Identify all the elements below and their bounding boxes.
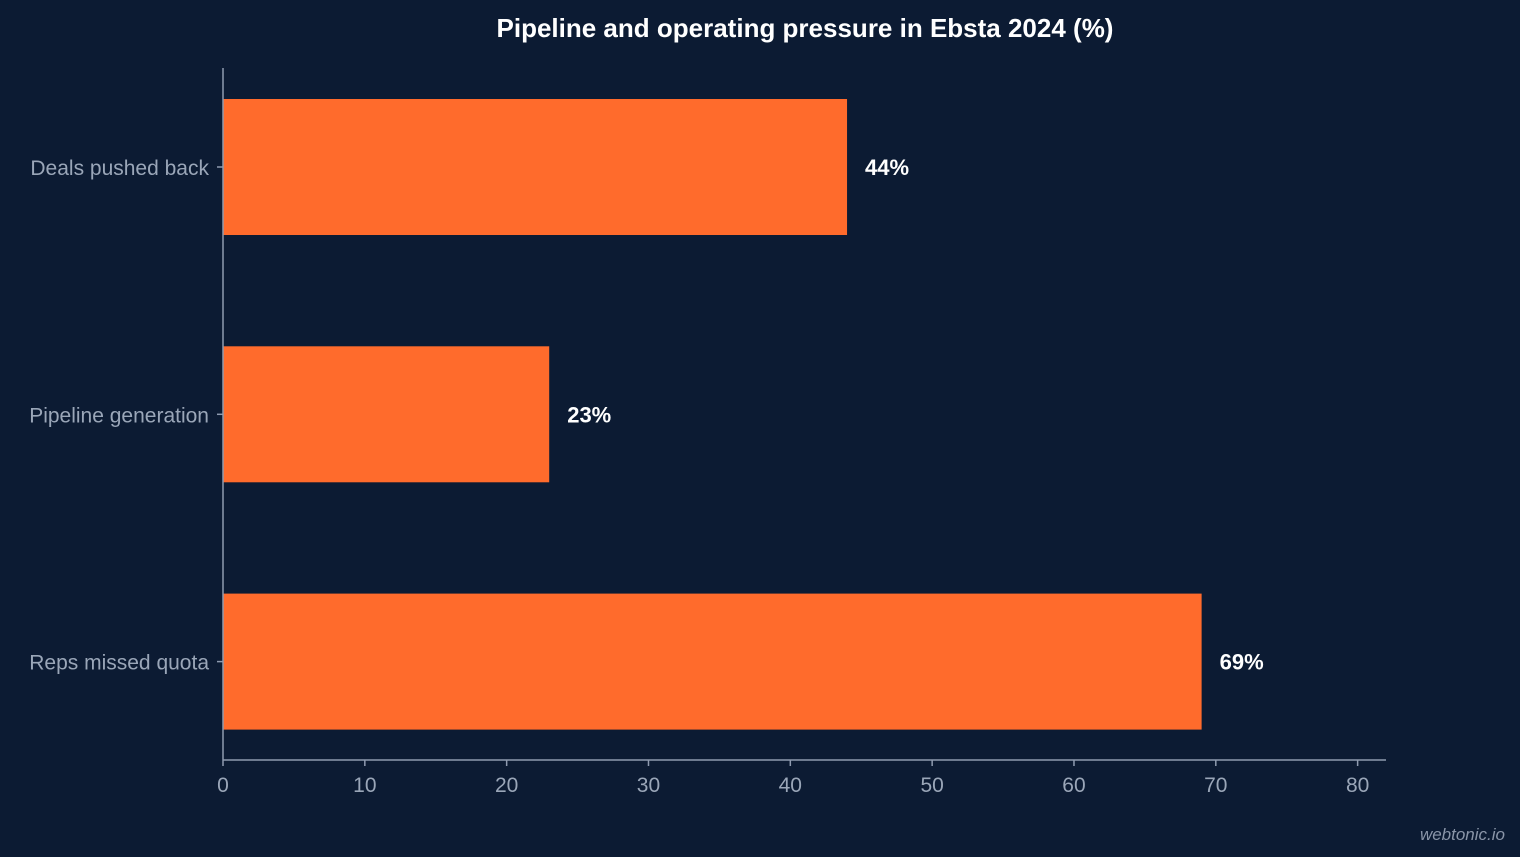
watermark: webtonic.io bbox=[1420, 825, 1505, 844]
x-tick-label: 10 bbox=[353, 774, 376, 797]
x-axis-ticks: 0 10 20 30 40 50 60 70 80 bbox=[217, 760, 1369, 797]
category-label: Deals pushed back bbox=[30, 157, 209, 180]
category-label: Pipeline generation bbox=[29, 404, 209, 427]
data-label: 44% bbox=[865, 155, 909, 180]
data-label: 23% bbox=[567, 402, 611, 427]
bar-2 bbox=[223, 346, 550, 483]
x-tick-label: 0 bbox=[217, 774, 229, 797]
x-tick-label: 70 bbox=[1204, 774, 1227, 797]
chart-title: Pipeline and operating pressure in Ebsta… bbox=[497, 13, 1114, 43]
x-tick-label: 80 bbox=[1346, 774, 1369, 797]
x-tick-label: 20 bbox=[495, 774, 518, 797]
bars-group bbox=[223, 99, 1202, 730]
x-tick-label: 50 bbox=[920, 774, 943, 797]
y-axis-ticks bbox=[217, 166, 223, 663]
bar-1 bbox=[223, 99, 848, 235]
data-labels: 44% 23% 69% bbox=[567, 155, 1263, 675]
bar-3 bbox=[223, 593, 1202, 730]
category-label: Reps missed quota bbox=[29, 652, 209, 675]
category-labels: Deals pushed back Pipeline generation Reps… bbox=[29, 157, 209, 675]
x-tick-label: 60 bbox=[1062, 774, 1085, 797]
x-tick-label: 30 bbox=[637, 774, 660, 797]
data-label: 69% bbox=[1220, 650, 1264, 675]
x-tick-label: 40 bbox=[779, 774, 802, 797]
